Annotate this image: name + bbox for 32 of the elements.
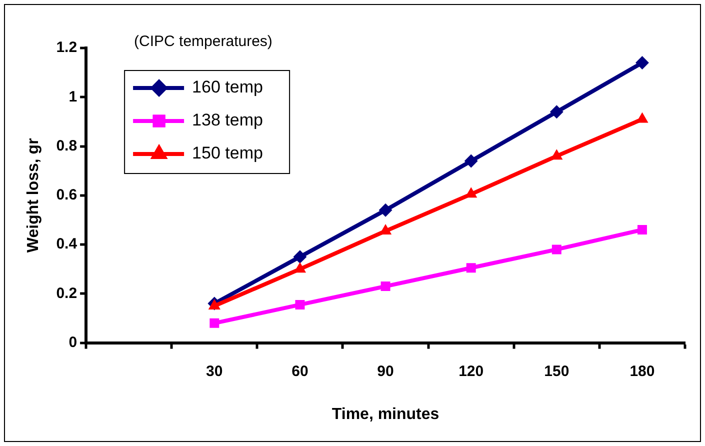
x-tick-label: 150 (544, 362, 570, 380)
y-tick-label: 1.2 (56, 39, 78, 56)
y-tick-label: 0.6 (56, 186, 78, 204)
y-tick-label: 0.8 (56, 137, 78, 154)
point (210, 318, 220, 328)
point (552, 244, 562, 254)
point (208, 299, 220, 310)
y-tick-label: 0 (68, 334, 78, 351)
point (466, 263, 476, 273)
point (379, 204, 392, 217)
point (636, 56, 649, 70)
y-tick-label: 1 (68, 88, 78, 106)
x-axis-title: Time, minutes (332, 406, 440, 423)
legend-label: 160 temp (192, 78, 263, 97)
y-tick-label: 0.2 (56, 284, 78, 302)
legend-title: (CIPC temperatures) (134, 33, 272, 50)
y-tick-label: 0.4 (56, 236, 78, 253)
x-tick-label: 30 (206, 362, 223, 380)
legend-label: 150 temp (192, 144, 263, 163)
x-tick-label: 60 (292, 362, 308, 380)
x-tick-label: 180 (630, 362, 655, 380)
x-tick-label: 90 (377, 362, 394, 380)
point (293, 250, 306, 264)
legend-label: 138 temp (192, 110, 263, 130)
point (464, 154, 478, 168)
point (295, 300, 305, 310)
point (636, 112, 648, 123)
point (637, 225, 647, 235)
point (380, 282, 390, 292)
y-axis-title: Weight loss, gr (25, 138, 42, 253)
x-tick-label: 120 (458, 362, 484, 380)
point (550, 105, 564, 118)
